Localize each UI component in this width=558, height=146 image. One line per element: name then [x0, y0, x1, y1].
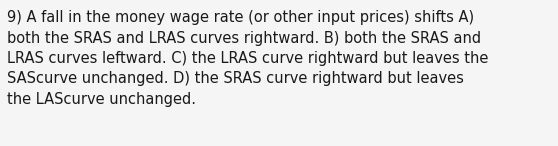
Text: 9) A fall in the money wage rate (or other input prices) shifts A)
both the SRAS: 9) A fall in the money wage rate (or oth… — [7, 10, 488, 107]
